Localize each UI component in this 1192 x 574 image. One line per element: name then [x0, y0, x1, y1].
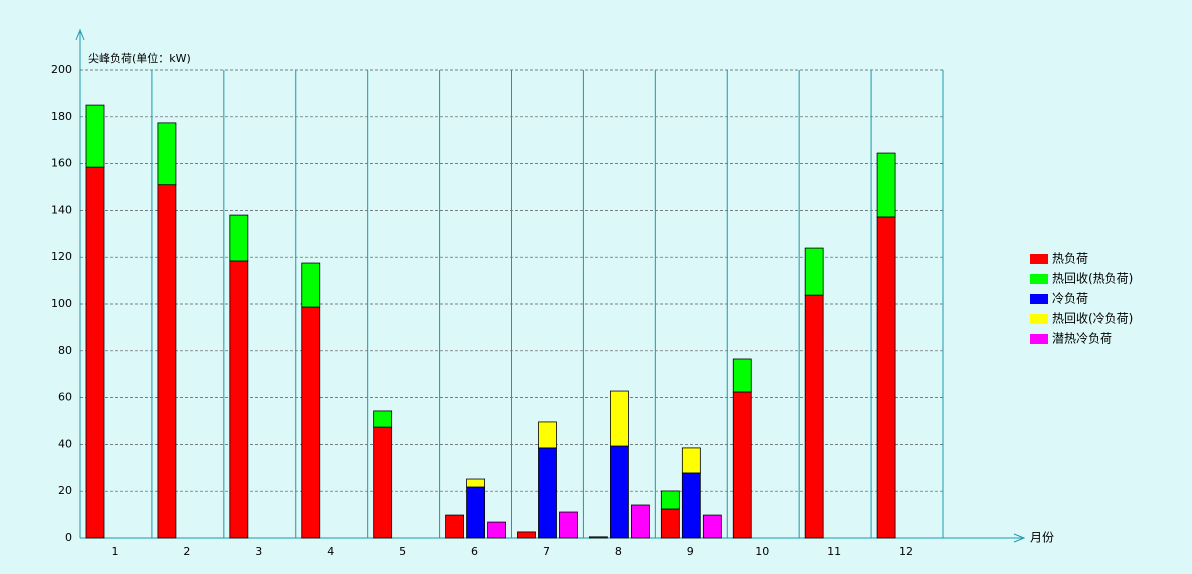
- bar-segment: [681, 472, 701, 539]
- x-tick-label: 4: [327, 545, 334, 558]
- bar-segment: [732, 358, 752, 393]
- x-tick-label: 11: [827, 545, 841, 558]
- y-tick-label: 80: [58, 344, 72, 357]
- bar-segment: [538, 447, 557, 539]
- x-tick-label: 8: [615, 545, 622, 558]
- bar-segment: [157, 184, 177, 539]
- bar-segment: [301, 262, 321, 308]
- x-tick-label: 6: [471, 545, 478, 558]
- y-tick-label: 20: [58, 484, 72, 497]
- bar-segment: [466, 486, 485, 539]
- y-tick-label: 140: [51, 203, 72, 216]
- bar-segment: [660, 490, 680, 510]
- y-axis-title: 尖峰负荷(单位：kW): [88, 51, 191, 65]
- x-tick-label: 10: [755, 545, 769, 558]
- bar-segment: [373, 410, 393, 428]
- y-tick-label: 100: [51, 297, 72, 310]
- y-tick-label: 200: [51, 63, 72, 76]
- legend-swatch: [1030, 254, 1048, 264]
- bar-segment: [229, 214, 249, 262]
- legend-label: 潜热冷负荷: [1052, 332, 1112, 346]
- bar-segment: [559, 511, 578, 539]
- x-tick-label: 3: [255, 545, 262, 558]
- bar-segment: [538, 421, 557, 449]
- bar-segment: [157, 122, 177, 186]
- bar-segment: [732, 391, 752, 539]
- bar-segment: [631, 504, 650, 539]
- bar-segment: [804, 247, 824, 296]
- legend-label: 热负荷: [1052, 252, 1088, 266]
- x-tick-label: 1: [111, 545, 118, 558]
- bar-segment: [660, 508, 680, 539]
- bar-segment: [85, 104, 105, 168]
- y-tick-label: 40: [58, 437, 72, 450]
- bar-segment: [589, 536, 608, 539]
- bar-segment: [85, 166, 105, 539]
- bar-segment: [487, 521, 506, 539]
- bar-segment: [229, 260, 249, 539]
- x-tick-label: 9: [687, 545, 694, 558]
- bar-segment: [876, 216, 896, 539]
- legend-label: 热回收(冷负荷): [1052, 312, 1133, 326]
- bar-segment: [517, 531, 536, 539]
- x-tick-label: 7: [543, 545, 550, 558]
- x-tick-label: 12: [899, 545, 913, 558]
- x-tick-label: 5: [399, 545, 406, 558]
- bar-segment: [681, 447, 701, 474]
- x-axis-title: 月份: [1030, 531, 1054, 545]
- x-tick-label: 2: [183, 545, 190, 558]
- bar-segment: [466, 478, 485, 488]
- y-tick-label: 180: [51, 110, 72, 123]
- bar-segment: [610, 390, 629, 447]
- y-tick-label: 120: [51, 250, 72, 263]
- legend-swatch: [1030, 314, 1048, 324]
- y-tick-label: 0: [65, 531, 72, 544]
- y-axis-arrow: [75, 28, 85, 41]
- bar-segment: [804, 294, 824, 539]
- legend-label: 冷负荷: [1052, 292, 1088, 306]
- legend-label: 热回收(热负荷): [1052, 272, 1133, 286]
- y-tick-label: 160: [51, 157, 72, 170]
- bar-segment: [610, 445, 629, 539]
- bar-segment: [876, 152, 896, 218]
- bar-segment: [301, 306, 321, 539]
- x-axis-arrow: [1013, 533, 1026, 543]
- legend-swatch: [1030, 274, 1048, 284]
- y-tick-label: 60: [58, 391, 72, 404]
- legend-swatch: [1030, 294, 1048, 304]
- bar-segment: [702, 514, 722, 539]
- legend-swatch: [1030, 334, 1048, 344]
- bar-segment: [373, 426, 393, 539]
- bar-segment: [445, 514, 464, 539]
